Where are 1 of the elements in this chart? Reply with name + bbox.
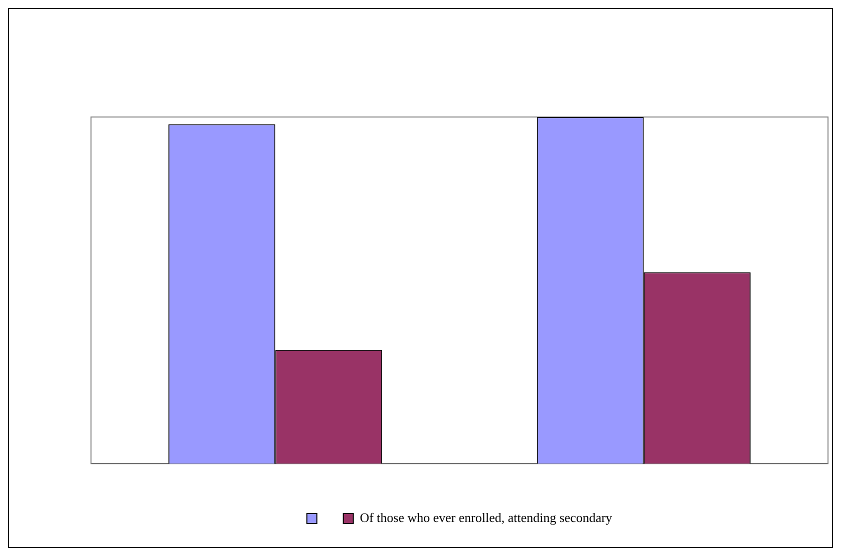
legend-label: Of those who ever enrolled, attending secondary	[360, 510, 613, 525]
